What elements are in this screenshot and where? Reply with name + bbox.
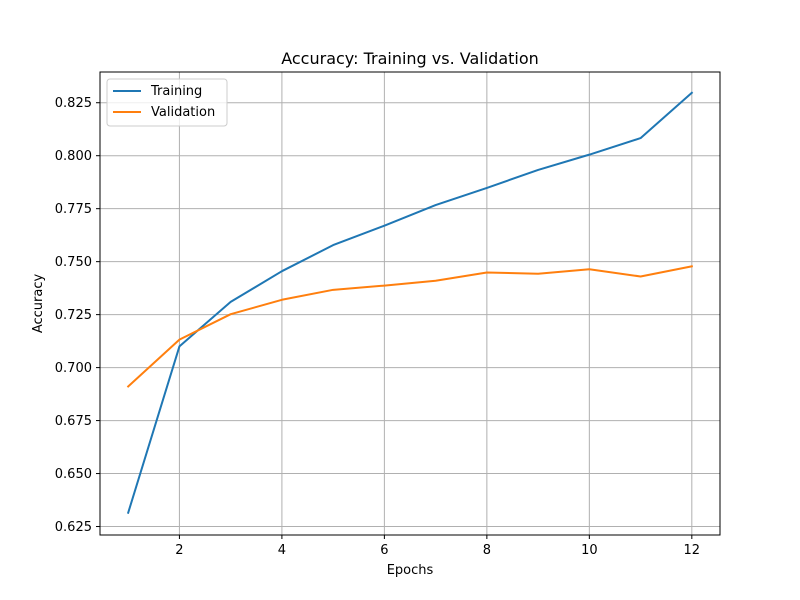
series-lines [126, 91, 694, 515]
legend: Training Validation [106, 78, 228, 127]
y-tick-label: 0.775 [55, 202, 92, 217]
legend-label-training: Training [150, 84, 202, 99]
x-axis-label: Epochs [387, 563, 434, 578]
y-tick-label: 0.700 [55, 361, 92, 376]
y-axis-label: Accuracy [31, 274, 46, 334]
legend-label-validation: Validation [151, 105, 215, 120]
x-tick-label: 6 [380, 543, 388, 558]
grid-lines [100, 72, 720, 535]
plot-frame [99, 71, 721, 536]
x-tick-label: 4 [278, 543, 286, 558]
x-tick-label: 10 [581, 543, 598, 558]
y-tick-label: 0.800 [55, 149, 92, 164]
y-tick-label: 0.675 [55, 414, 92, 429]
y-tick-label: 0.750 [55, 255, 92, 270]
x-tick-label: 8 [483, 543, 491, 558]
y-tick-label: 0.650 [55, 467, 92, 482]
x-tick-label: 12 [684, 543, 701, 558]
y-tick-label: 0.825 [55, 96, 92, 111]
y-tick-label: 0.725 [55, 308, 92, 323]
axis-ticks: 2 4 6 8 10 12 0.625 0.650 0.675 0.700 0.725 0.750 0.… [55, 96, 700, 558]
series-line-validation [126, 265, 693, 388]
chart-title: Accuracy: Training vs. Validation [281, 49, 539, 68]
x-tick-label: 2 [175, 543, 183, 558]
y-tick-label: 0.625 [55, 520, 92, 535]
series-line-training [126, 91, 694, 515]
